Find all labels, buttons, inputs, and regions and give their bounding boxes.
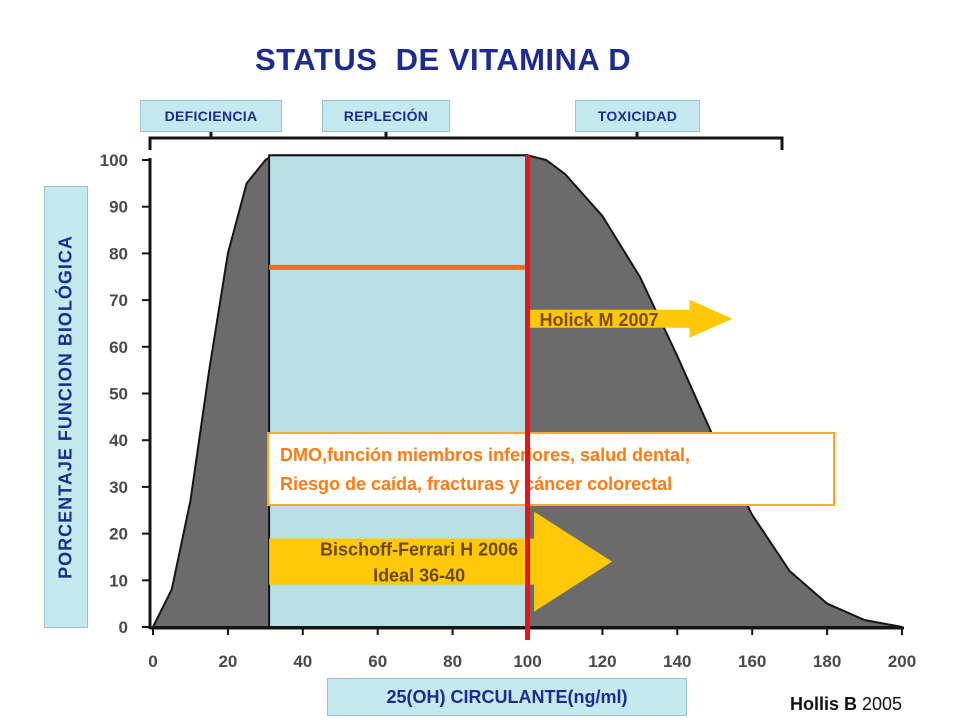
y-tick-label: 90 (109, 198, 128, 217)
y-tick-label: 60 (109, 338, 128, 357)
y-tick-label: 70 (109, 291, 128, 310)
y-tick-label: 40 (109, 431, 128, 450)
y-axis-label-box (44, 186, 88, 628)
holick-label: Holick M 2007 (540, 310, 659, 330)
x-tick-label: 160 (738, 652, 766, 671)
zone-replecion: REPLECIÓN (322, 100, 450, 132)
y-tick-label: 0 (119, 618, 128, 637)
bischoff-arrow (269, 511, 613, 612)
x-tick-label: 180 (813, 652, 841, 671)
y-axis: 0 10 20 30 40 50 60 70 80 90 100 (100, 151, 152, 637)
dmo-callout-line1: DMO,función miembros inferiores, salud d… (280, 445, 690, 465)
y-tick-label: 80 (109, 244, 128, 263)
y-tick-label: 20 (109, 525, 128, 544)
zone-deficiencia: DEFICIENCIA (140, 100, 282, 132)
dmo-callout-line2: Riesgo de caída, fracturas y cáncer colo… (280, 474, 672, 494)
x-tick-label: 200 (888, 652, 916, 671)
x-tick-label: 20 (218, 652, 237, 671)
dmo-callout-box (267, 432, 835, 506)
x-tick-label: 40 (293, 652, 312, 671)
x-tick-label: 0 (148, 652, 157, 671)
y-tick-label: 30 (109, 478, 128, 497)
x-axis-label: 25(OH) CIRCULANTE(ng/ml) (327, 678, 687, 716)
x-tick-label: 100 (513, 652, 541, 671)
page-title: STATUS DE VITAMINA D (255, 42, 632, 77)
y-tick-label: 10 (109, 571, 128, 590)
citation-author: Hollis B (790, 694, 858, 714)
holick-arrow (527, 299, 733, 338)
zone-bracket (148, 132, 784, 150)
x-tick-label: 120 (588, 652, 616, 671)
citation: Hollis B 2005 (790, 694, 902, 715)
bischoff-label-line2: Ideal 36-40 (373, 566, 465, 586)
x-tick-label: 140 (663, 652, 691, 671)
x-axis: 0 20 40 60 80 100 120 140 160 180 200 (148, 626, 916, 671)
x-tick-label: 80 (443, 652, 462, 671)
zone-toxicidad: TOXICIDAD (575, 100, 700, 132)
y-tick-label: 50 (109, 385, 128, 404)
x-tick-label: 60 (368, 652, 387, 671)
bischoff-label-line1: Bischoff-Ferrari H 2006 (320, 540, 518, 560)
y-tick-label: 100 (100, 151, 128, 170)
citation-year: 2005 (857, 694, 903, 714)
